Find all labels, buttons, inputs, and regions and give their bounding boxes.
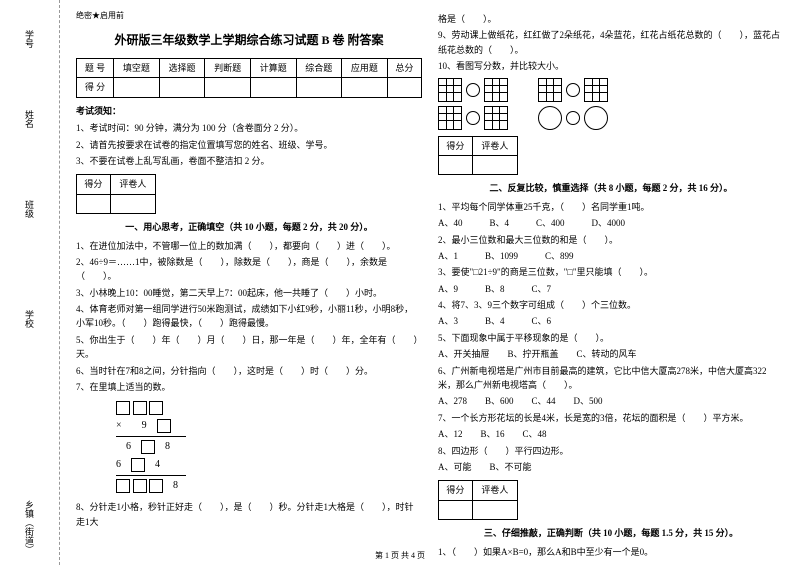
th: 计算题 [250, 58, 296, 77]
question: 1、在进位加法中，不管哪一位上的数加满（ ），都要向（ ）进（ ）。 [76, 239, 422, 253]
notice: 2、请首先按要求在试卷的指定位置填写您的姓名、班级、学号。 [76, 138, 422, 152]
question: 2、最小三位数和最大三位数的和是（ ）。 [438, 233, 784, 247]
question: 6、广州新电视塔是广州市目前最高的建筑，它比中信大厦高278米，中信大厦高322… [438, 364, 784, 393]
grid-icon [584, 78, 608, 102]
section-3-title: 三、仔细推敲，正确判断（共 10 小题，每题 1.5 分，共 15 分）。 [438, 526, 784, 540]
grader-box: 得分评卷人 [438, 136, 518, 176]
section-2-title: 二、反复比较，慎重选择（共 8 小题，每题 2 分，共 16 分）。 [438, 181, 784, 195]
row-label: 得 分 [77, 78, 114, 97]
question: 3、要使"□21÷9"的商是三位数，"□"里只能填（ ）。 [438, 265, 784, 279]
exam-title: 外研版三年级数学上学期综合练习试题 B 卷 附答案 [76, 31, 422, 50]
th: 综合题 [296, 58, 342, 77]
options: A、1 B、1099 C、899 [438, 249, 784, 263]
margin-label: 姓名 [23, 110, 36, 128]
compare-circle-icon [466, 83, 480, 97]
options: A、40 B、4 C、400 D、4000 [438, 216, 784, 230]
question: 8、分针走1小格，秒针正好走（ ），是（ ）秒。分针走1大格是（ ），时针走1大 [76, 500, 422, 529]
margin-label: 乡镇（街道） [23, 500, 36, 554]
notice: 3、不要在试卷上乱写乱画，卷面不整洁扣 2 分。 [76, 154, 422, 168]
th: 判断题 [205, 58, 251, 77]
margin-label: 学号 [23, 30, 36, 48]
binding-margin: 学号 姓名 班级 学校 乡镇（街道） [0, 0, 60, 565]
question: 2、46÷9＝……1中，被除数是（ ），除数是（ ），商是（ ），余数是（ ）。 [76, 255, 422, 284]
options: A、开关抽屉 B、拧开瓶盖 C、转动的风车 [438, 347, 784, 361]
score-table: 题 号 填空题 选择题 判断题 计算题 综合题 应用题 总分 得 分 [76, 58, 422, 98]
options: A、可能 B、不可能 [438, 460, 784, 474]
pie-icon [584, 106, 608, 130]
th: 选择题 [159, 58, 205, 77]
question: 8、四边形（ ）平行四边形。 [438, 444, 784, 458]
grid-icon [438, 78, 462, 102]
th: 填空题 [114, 58, 160, 77]
question: 4、体育老师对第一组同学进行50米跑测试，成绩如下小红9秒，小丽11秒，小明8秒… [76, 302, 422, 331]
options: A、12 B、16 C、48 [438, 427, 784, 441]
grader-box: 得分评卷人 [438, 480, 518, 520]
compare-circle-icon [466, 111, 480, 125]
grid-icon [484, 78, 508, 102]
margin-label: 学校 [23, 310, 36, 328]
question: 7、一个长方形花坛的长是4米，长是宽的3倍，花坛的面积是（ ）平方米。 [438, 411, 784, 425]
compare-circle-icon [566, 83, 580, 97]
right-column: 格是（ ）。 9、劳动课上做纸花，红红做了2朵纸花，4朵蓝花，红花占纸花总数的（… [430, 10, 792, 555]
margin-label: 班级 [23, 200, 36, 218]
page-footer: 第 1 页 共 4 页 [375, 550, 425, 561]
vertical-math: × 9 6 8 6 4 8 [116, 400, 422, 494]
grid-icon [538, 78, 562, 102]
question: 6、当时针在7和8之间，分针指向（ ），这时是（ ）时（ ）分。 [76, 364, 422, 378]
question: 3、小林晚上10：00睡觉，第二天早上7：00起床，他一共睡了（ ）小时。 [76, 286, 422, 300]
question: 5、你出生于（ ）年（ ）月（ ）日，那一年是（ ）年，全年有（ ）天。 [76, 333, 422, 362]
question-cont: 格是（ ）。 [438, 12, 784, 26]
grader-box: 得分评卷人 [76, 174, 156, 214]
grid-icon [438, 106, 462, 130]
question: 5、下面现象中属于平移现象的是（ ）。 [438, 331, 784, 345]
compare-circle-icon [566, 111, 580, 125]
secrecy-tag: 绝密★启用前 [76, 10, 422, 23]
notice: 1、考试时间：90 分钟，满分为 100 分（含卷面分 2 分）。 [76, 121, 422, 135]
grid-icon [484, 106, 508, 130]
fraction-grids [438, 106, 784, 130]
options: A、9 B、8 C、7 [438, 282, 784, 296]
th: 题 号 [77, 58, 114, 77]
question: 1、（ ）如果A×B=0，那么A和B中至少有一个是0。 [438, 545, 784, 559]
options: A、3 B、4 C、6 [438, 314, 784, 328]
pie-icon [538, 106, 562, 130]
th: 总分 [387, 58, 421, 77]
options: A、278 B、600 C、44 D、500 [438, 394, 784, 408]
question: 7、在里填上适当的数。 [76, 380, 422, 394]
section-1-title: 一、用心思考，正确填空（共 10 小题，每题 2 分，共 20 分）。 [76, 220, 422, 234]
th: 应用题 [342, 58, 388, 77]
notice-title: 考试须知： [76, 104, 422, 118]
question: 10、看图写分数，并比较大小。 [438, 59, 784, 73]
fraction-grids [438, 78, 784, 102]
page-content: 绝密★启用前 外研版三年级数学上学期综合练习试题 B 卷 附答案 题 号 填空题… [60, 0, 800, 565]
question: 4、将7、3、9三个数字可组成（ ）个三位数。 [438, 298, 784, 312]
left-column: 绝密★启用前 外研版三年级数学上学期综合练习试题 B 卷 附答案 题 号 填空题… [68, 10, 430, 555]
question: 9、劳动课上做纸花，红红做了2朵纸花，4朵蓝花，红花占纸花总数的（ ），蓝花占纸… [438, 28, 784, 57]
question: 1、平均每个同学体重25千克，（ ）名同学重1吨。 [438, 200, 784, 214]
